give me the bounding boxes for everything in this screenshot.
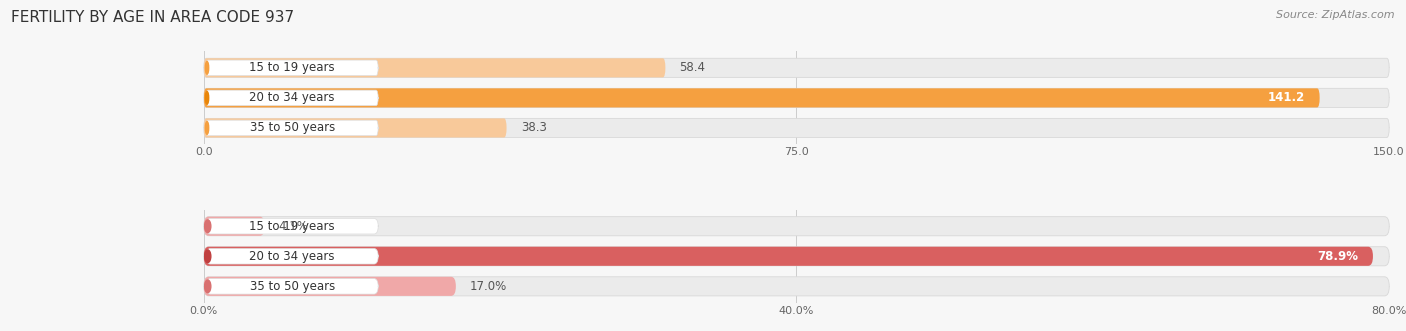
FancyBboxPatch shape [207, 218, 378, 234]
Text: 15 to 19 years: 15 to 19 years [249, 61, 335, 74]
Text: 35 to 50 years: 35 to 50 years [249, 121, 335, 134]
FancyBboxPatch shape [207, 279, 378, 294]
Text: 15 to 19 years: 15 to 19 years [249, 220, 335, 233]
Text: 17.0%: 17.0% [470, 280, 508, 293]
FancyBboxPatch shape [204, 88, 1389, 108]
FancyBboxPatch shape [204, 247, 1372, 266]
Circle shape [205, 121, 208, 134]
Text: 141.2: 141.2 [1268, 91, 1305, 104]
Circle shape [205, 280, 211, 293]
Text: 20 to 34 years: 20 to 34 years [249, 91, 335, 104]
Circle shape [205, 250, 211, 262]
Text: Source: ZipAtlas.com: Source: ZipAtlas.com [1277, 10, 1395, 20]
FancyBboxPatch shape [207, 90, 378, 106]
Text: 4.1%: 4.1% [278, 220, 309, 233]
FancyBboxPatch shape [207, 249, 378, 264]
FancyBboxPatch shape [204, 217, 264, 236]
FancyBboxPatch shape [204, 58, 1389, 77]
Text: 58.4: 58.4 [679, 61, 706, 74]
FancyBboxPatch shape [207, 60, 378, 75]
FancyBboxPatch shape [204, 118, 506, 137]
Text: 38.3: 38.3 [520, 121, 547, 134]
FancyBboxPatch shape [204, 277, 456, 296]
FancyBboxPatch shape [204, 118, 1389, 137]
FancyBboxPatch shape [204, 58, 665, 77]
Circle shape [205, 92, 208, 104]
FancyBboxPatch shape [204, 247, 1389, 266]
Text: 35 to 50 years: 35 to 50 years [249, 280, 335, 293]
FancyBboxPatch shape [204, 217, 1389, 236]
Circle shape [205, 220, 211, 233]
FancyBboxPatch shape [204, 277, 1389, 296]
Text: FERTILITY BY AGE IN AREA CODE 937: FERTILITY BY AGE IN AREA CODE 937 [11, 10, 294, 25]
Text: 20 to 34 years: 20 to 34 years [249, 250, 335, 263]
Text: 78.9%: 78.9% [1317, 250, 1358, 263]
FancyBboxPatch shape [207, 120, 378, 136]
FancyBboxPatch shape [204, 88, 1320, 108]
Circle shape [205, 62, 208, 74]
